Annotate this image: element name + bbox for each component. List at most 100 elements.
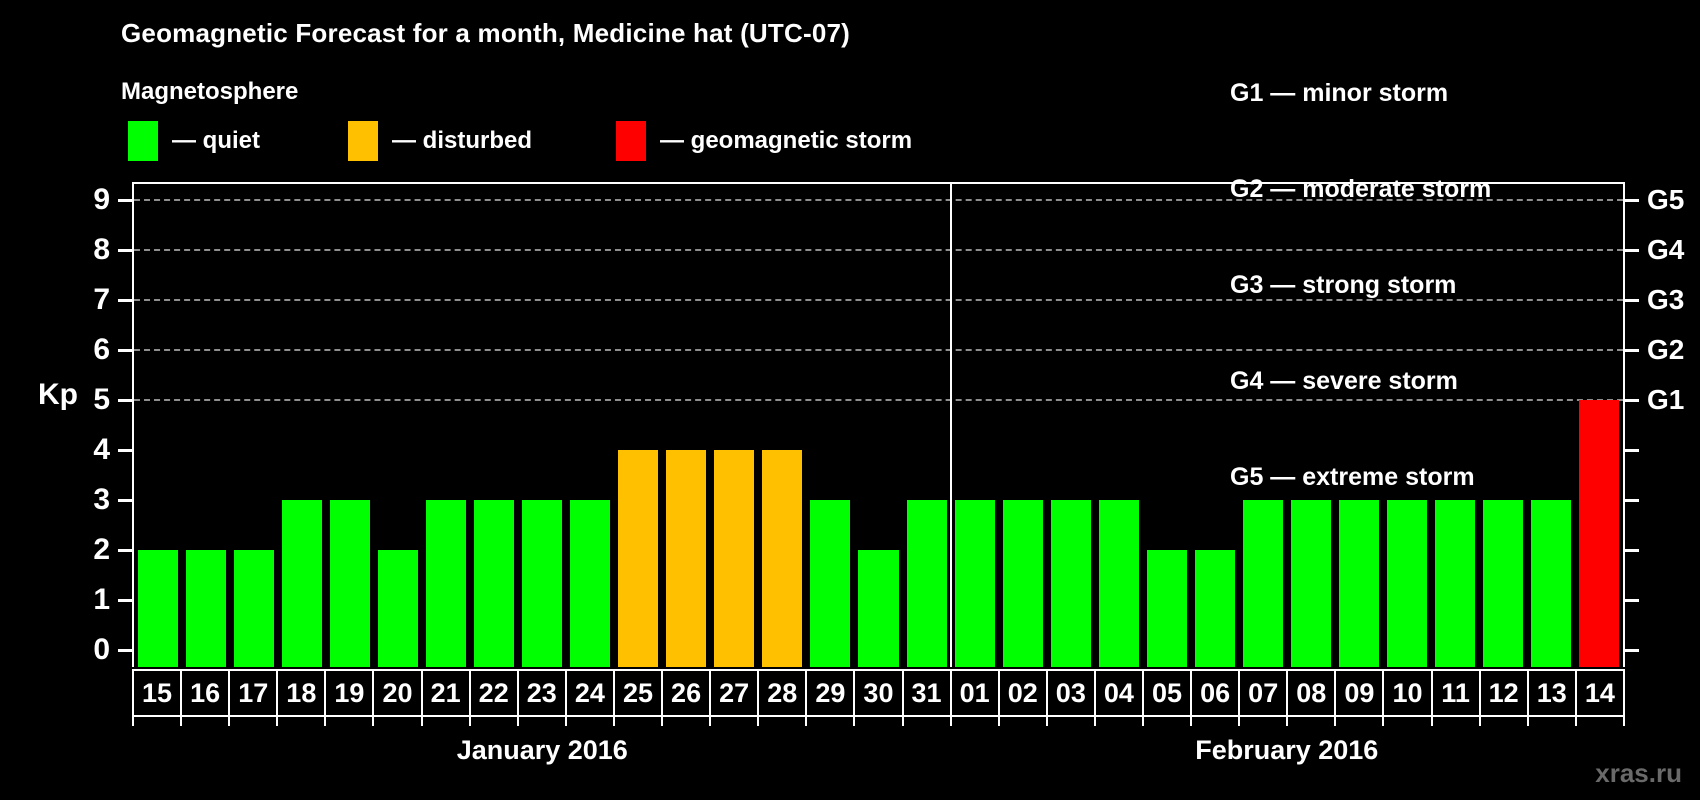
y-tick-right-0	[1625, 649, 1639, 652]
gridline-kp6	[134, 349, 1623, 351]
gridline-kp9	[134, 199, 1623, 201]
g-scale-legend: G1 — minor storm G2 — moderate storm G3 …	[1230, 13, 1491, 557]
y-tick-right-5	[1625, 399, 1639, 402]
plot-area	[132, 182, 1625, 667]
day-label-14: 14	[1574, 669, 1626, 726]
disturbed-color-swatch	[348, 121, 378, 161]
y-tick-left-6	[118, 349, 132, 352]
y-tick-label-6: 6	[93, 333, 110, 366]
day-label-24: 24	[564, 669, 616, 726]
gridline-kp8	[134, 249, 1623, 251]
g-level-label-g3: G3	[1647, 284, 1685, 315]
y-tick-right-3	[1625, 499, 1639, 502]
day-label-31: 31	[901, 669, 952, 726]
y-tick-label-2: 2	[93, 533, 110, 566]
bar-day-20	[378, 550, 419, 667]
y-tick-right-6	[1625, 349, 1639, 352]
y-tick-label-9: 9	[93, 183, 110, 216]
month-separator	[949, 184, 952, 667]
bar-day-16	[186, 550, 227, 667]
day-label-13: 13	[1526, 669, 1577, 726]
y-tick-label-7: 7	[93, 283, 110, 316]
g-legend-line-g1: G1 — minor storm	[1230, 79, 1449, 107]
g-legend-line-g2: G2 — moderate storm	[1230, 175, 1492, 203]
g-legend-line-g3: G3 — strong storm	[1230, 271, 1457, 299]
bar-day-06	[1194, 550, 1235, 667]
day-label-05: 05	[1141, 669, 1193, 726]
day-label-10: 10	[1382, 669, 1433, 726]
bar-day-07	[1242, 500, 1283, 667]
g-legend-line-g4: G4 — severe storm	[1230, 367, 1458, 395]
magnetosphere-legend-heading: Magnetosphere	[121, 78, 299, 105]
month-label-1: February 2016	[1195, 735, 1379, 765]
bar-day-24	[570, 500, 611, 667]
y-tick-label-0: 0	[93, 633, 110, 666]
day-label-12: 12	[1478, 669, 1529, 726]
day-label-23: 23	[516, 669, 567, 726]
bar-day-21	[426, 500, 467, 667]
day-label-11: 11	[1430, 669, 1481, 726]
y-tick-right-7	[1625, 299, 1639, 302]
legend-item-storm: — geomagnetic storm	[616, 120, 912, 162]
y-tick-right-1	[1625, 599, 1639, 602]
day-label-08: 08	[1286, 669, 1337, 726]
bar-day-08	[1290, 500, 1331, 667]
bar-day-14	[1578, 400, 1619, 667]
month-label-0: January 2016	[456, 735, 628, 765]
y-tick-right-9	[1625, 199, 1639, 202]
day-label-03: 03	[1045, 669, 1096, 726]
g-level-label-g1: G1	[1647, 384, 1685, 415]
bar-day-15	[138, 550, 179, 667]
bar-day-25	[618, 450, 659, 667]
day-label-28: 28	[757, 669, 808, 726]
day-label-16: 16	[180, 669, 231, 726]
bar-day-01	[954, 500, 995, 667]
bar-day-04	[1098, 500, 1139, 667]
bar-day-26	[666, 450, 707, 667]
bar-day-13	[1530, 500, 1571, 667]
day-label-22: 22	[468, 669, 519, 726]
legend-label-quiet: — quiet	[172, 127, 260, 154]
bar-day-28	[762, 450, 803, 667]
quiet-color-swatch	[128, 121, 158, 161]
y-tick-left-8	[118, 249, 132, 252]
bar-day-30	[858, 550, 899, 667]
x-axis-day-labels: 15 16 17 18 19 20 21 22 23 24 25 26 27 28 29 30 31 01 02 03…	[132, 669, 1626, 726]
legend-label-disturbed: — disturbed	[392, 127, 533, 154]
y-tick-label-3: 3	[93, 483, 110, 516]
day-label-20: 20	[372, 669, 423, 726]
day-label-27: 27	[709, 669, 760, 726]
day-label-17: 17	[228, 669, 279, 726]
bar-day-17	[234, 550, 275, 667]
day-label-25: 25	[612, 669, 664, 726]
legend-item-disturbed: — disturbed	[348, 120, 532, 162]
g-level-label-g2: G2	[1647, 334, 1685, 365]
day-label-21: 21	[420, 669, 471, 726]
bar-day-29	[810, 500, 851, 667]
gridline-kp5	[134, 399, 1623, 401]
bar-day-12	[1482, 500, 1523, 667]
watermark: xras.ru	[1595, 758, 1682, 788]
y-tick-left-2	[118, 549, 132, 552]
y-tick-label-5: 5	[93, 383, 110, 416]
bar-day-18	[282, 500, 323, 667]
y-tick-left-3	[118, 499, 132, 502]
day-label-19: 19	[324, 669, 375, 726]
bar-day-05	[1146, 550, 1187, 667]
y-tick-left-4	[118, 449, 132, 452]
y-tick-label-4: 4	[93, 433, 110, 466]
g-legend-line-g5: G5 — extreme storm	[1230, 463, 1475, 491]
y-tick-right-2	[1625, 549, 1639, 552]
y-tick-right-4	[1625, 449, 1639, 452]
day-label-04: 04	[1093, 669, 1145, 726]
day-label-18: 18	[276, 669, 327, 726]
bar-day-27	[714, 450, 755, 667]
day-label-09: 09	[1334, 669, 1385, 726]
y-tick-label-1: 1	[93, 583, 110, 616]
bar-day-02	[1002, 500, 1043, 667]
day-label-26: 26	[661, 669, 712, 726]
y-tick-label-8: 8	[93, 233, 110, 266]
day-label-15: 15	[132, 669, 183, 726]
g-level-label-g5: G5	[1647, 184, 1685, 215]
chart-title: Geomagnetic Forecast for a month, Medici…	[121, 18, 850, 48]
